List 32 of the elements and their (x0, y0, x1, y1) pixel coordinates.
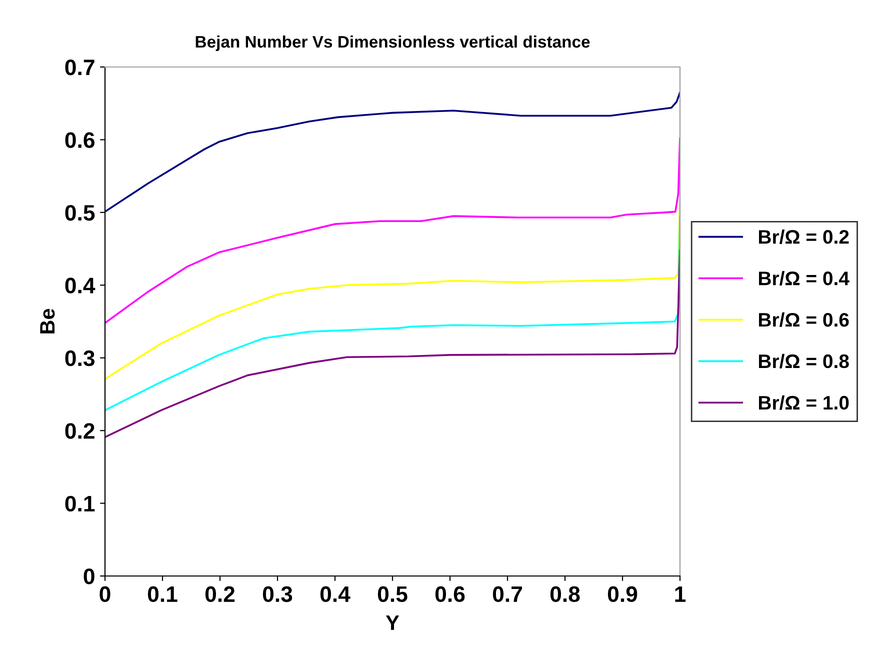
y-tick-label: 0.4 (65, 278, 96, 294)
chart-title: Bejan Number Vs Dimensionless vertical distance (196, 35, 590, 52)
legend-label: Br/Ω = 0.4 (758, 270, 850, 286)
y-tick-label: 0.1 (65, 496, 95, 512)
x-tick-label: 0.7 (492, 586, 522, 602)
x-tick-label: 0.6 (435, 586, 465, 602)
x-tick-label: 0.8 (550, 586, 580, 602)
line-series (105, 92, 680, 213)
legend-label: Br/Ω = 0.6 (758, 312, 849, 327)
y-axis-title: Be (40, 308, 55, 334)
y-tick-label: 0.6 (65, 132, 94, 148)
line-series (105, 249, 680, 438)
y-tick-label: 0.5 (65, 204, 95, 221)
y-tick-label: 0.7 (65, 60, 94, 76)
x-tick-label: 0.4 (320, 586, 350, 602)
line-series (105, 196, 680, 380)
x-axis-title: Y (386, 616, 400, 630)
x-tick-label: 0.5 (378, 586, 408, 602)
y-tick-label: 0.3 (65, 350, 94, 366)
x-tick-label: 0.1 (148, 586, 178, 602)
x-tick-label: 0.9 (608, 586, 638, 602)
legend-label: Br/Ω = 1.0 (758, 395, 849, 410)
legend-label: Br/Ω = 0.8 (758, 354, 849, 368)
x-tick-label: 0.2 (205, 586, 235, 602)
x-tick-label: 0.3 (262, 586, 292, 602)
y-tick-label: 0.2 (65, 423, 94, 439)
x-tick-label: 0 (100, 586, 110, 602)
y-tick-label: 0 (84, 568, 94, 584)
x-tick-label: 1 (675, 586, 686, 602)
line-series (105, 137, 680, 324)
line-series (105, 216, 680, 412)
legend-label: Br/Ω = 0.2 (758, 230, 849, 244)
